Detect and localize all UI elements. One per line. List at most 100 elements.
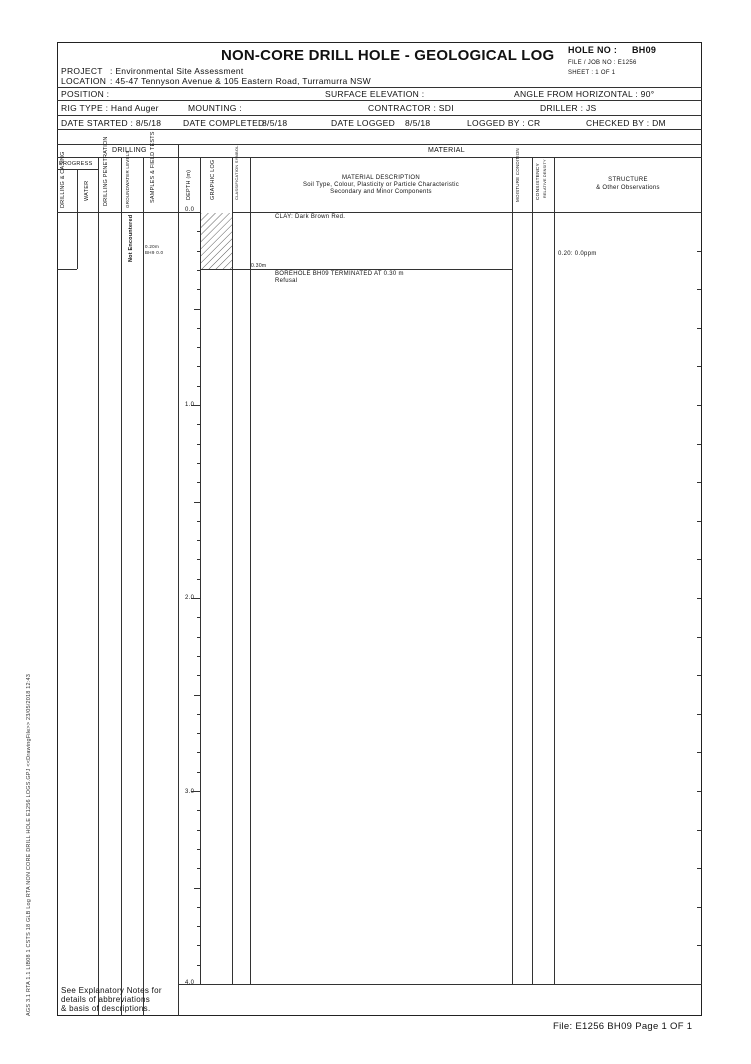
right-edge-tick bbox=[697, 289, 701, 291]
checked-by-field: CHECKED BY : DM bbox=[586, 118, 666, 128]
depth-tick bbox=[197, 848, 200, 850]
depth-tick bbox=[197, 906, 200, 908]
driller-field: DRILLER : JS bbox=[540, 103, 597, 113]
location-label: LOCATION bbox=[61, 76, 107, 86]
date-logged-value: 8/5/18 bbox=[405, 118, 431, 128]
position-field: POSITION : bbox=[61, 89, 110, 99]
depth-tick bbox=[197, 347, 200, 349]
other-observations-header: & Other Observations bbox=[596, 185, 660, 191]
side-file-text: AGS 3.1 RTA 1.1 LIB08 1 CSTS 18 GLB Log … bbox=[26, 674, 32, 1016]
depth-tick bbox=[194, 501, 200, 503]
log-sheet bbox=[57, 42, 702, 1016]
depth-tick bbox=[197, 578, 200, 580]
graphic-log-clay-layer bbox=[201, 213, 232, 269]
right-edge-tick bbox=[697, 559, 701, 561]
depth-tick bbox=[197, 482, 200, 484]
hole-no-label: HOLE NO : bbox=[568, 45, 618, 55]
classification-symbol-header: CLASSIFICATION SYMBOL bbox=[234, 145, 239, 200]
drilling-section-header: DRILLING bbox=[112, 147, 147, 154]
right-edge-tick bbox=[697, 250, 701, 252]
depth-tick bbox=[191, 405, 200, 406]
depth-tick bbox=[197, 964, 200, 966]
depth-tick bbox=[197, 250, 200, 252]
depth-tick bbox=[191, 791, 200, 792]
depth-label-1: 1.0 bbox=[185, 402, 195, 408]
notes-line-2: details of abbreviations bbox=[61, 995, 151, 1004]
right-edge-tick bbox=[697, 868, 701, 870]
right-edge-tick bbox=[697, 752, 701, 754]
depth-tick bbox=[197, 945, 200, 947]
depth-tick bbox=[197, 366, 200, 368]
depth-tick bbox=[197, 540, 200, 542]
termination-reason: Refusal bbox=[275, 278, 298, 284]
water-header: WATER bbox=[84, 180, 90, 201]
consistency-header: CONSISTENCY bbox=[536, 163, 541, 200]
depth-tick bbox=[197, 675, 200, 677]
date-completed-label: DATE COMPLETED bbox=[183, 118, 265, 128]
depth-tick bbox=[197, 424, 200, 426]
right-edge-tick bbox=[697, 791, 701, 792]
depth-header: DEPTH (m) bbox=[186, 169, 192, 200]
rig-type-field: RIG TYPE : Hand Auger bbox=[61, 103, 159, 113]
right-edge-tick bbox=[697, 675, 701, 677]
material-description-sub2: Secondary and Minor Components bbox=[330, 189, 432, 195]
depth-tick bbox=[197, 752, 200, 754]
right-edge-tick bbox=[697, 829, 701, 831]
depth-label-3: 3.0 bbox=[185, 789, 195, 795]
depth-tick bbox=[191, 598, 200, 599]
project-value: : Environmental Site Assessment bbox=[110, 66, 244, 76]
depth-tick bbox=[197, 771, 200, 773]
file-job-no: FILE / JOB NO : E1256 bbox=[568, 60, 637, 66]
progress-header: PROGRESS bbox=[59, 161, 93, 167]
samples-field-tests-header: SAMPLES & FIELD TESTS bbox=[150, 131, 156, 203]
depth-tick bbox=[197, 327, 200, 329]
mounting-field: MOUNTING : bbox=[188, 103, 242, 113]
notes-line-3: & basis of descriptions. bbox=[61, 1004, 151, 1013]
depth-tick bbox=[197, 713, 200, 715]
angle-field: ANGLE FROM HORIZONTAL : 90° bbox=[514, 89, 655, 99]
depth-tick bbox=[197, 926, 200, 928]
depth-label-2: 2.0 bbox=[185, 595, 195, 601]
file-reference: File: E1256 BH09 Page 1 OF 1 bbox=[553, 1021, 693, 1032]
depth-tick bbox=[197, 231, 200, 233]
moisture-condition-header: MOISTURE CONDITION bbox=[515, 148, 520, 202]
right-edge-tick bbox=[697, 366, 701, 368]
groundwater-levels-header: GROUNDWATER LEVELS bbox=[125, 150, 130, 208]
depth-tick bbox=[197, 636, 200, 638]
contractor-field: CONTRACTOR : SDI bbox=[368, 103, 454, 113]
depth-tick bbox=[194, 694, 200, 696]
layer-base-depth: 0.30m bbox=[251, 263, 267, 269]
depth-tick bbox=[197, 559, 200, 561]
depth-tick bbox=[197, 462, 200, 464]
location-value: : 45-47 Tennyson Avenue & 105 Eastern Ro… bbox=[110, 76, 371, 86]
right-edge-tick bbox=[697, 327, 701, 329]
depth-tick bbox=[197, 868, 200, 870]
right-edge-tick bbox=[697, 405, 701, 406]
drilling-penetration-header: DRILLING PENETRATION bbox=[103, 136, 109, 206]
depth-label-4: 4.0 bbox=[185, 980, 195, 986]
surface-elevation-field: SURFACE ELEVATION : bbox=[325, 89, 425, 99]
right-edge-tick bbox=[697, 443, 701, 445]
depth-tick bbox=[197, 829, 200, 831]
drilling-casing-header: DRILLING & CASING bbox=[60, 151, 66, 208]
logged-by-field: LOGGED BY : CR bbox=[467, 118, 541, 128]
depth-tick bbox=[194, 308, 200, 310]
right-edge-tick bbox=[697, 945, 701, 947]
right-edge-tick bbox=[697, 482, 701, 484]
depth-tick bbox=[197, 289, 200, 291]
groundwater-not-encountered: Not Encountered bbox=[128, 214, 134, 262]
date-logged-label: DATE LOGGED bbox=[331, 118, 396, 128]
right-edge-tick bbox=[697, 636, 701, 638]
right-edge-tick bbox=[697, 598, 701, 599]
date-started-field: DATE STARTED : 8/5/18 bbox=[61, 118, 162, 128]
depth-tick bbox=[194, 887, 200, 889]
right-edge-tick bbox=[697, 906, 701, 908]
depth-tick bbox=[197, 810, 200, 812]
structure-header: STRUCTURE bbox=[608, 177, 648, 183]
termination-note: BOREHOLE BH09 TERMINATED AT 0.30 m bbox=[275, 271, 404, 277]
depth-tick bbox=[197, 655, 200, 657]
depth-tick bbox=[197, 520, 200, 522]
material-description-clay: CLAY: Dark Brown Red. bbox=[275, 214, 346, 220]
sample-depth: 0.20m bbox=[145, 244, 160, 249]
material-description-header: MATERIAL DESCRIPTION bbox=[341, 175, 420, 181]
